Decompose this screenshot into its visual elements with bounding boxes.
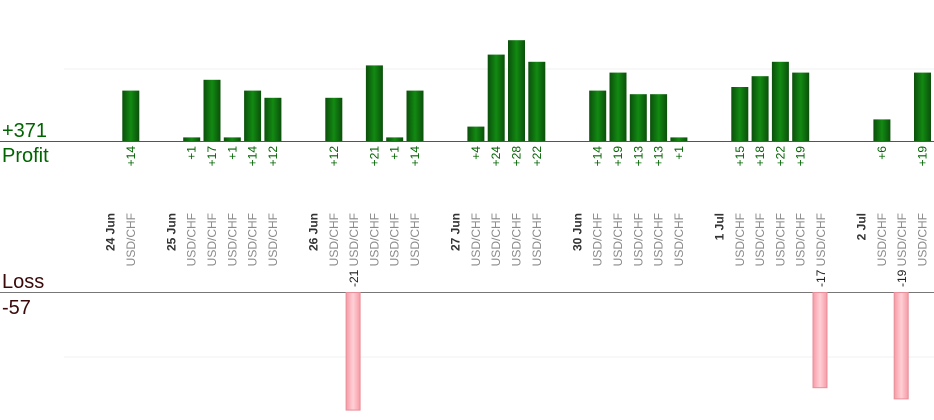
profit-bar bbox=[670, 137, 688, 141]
date-label: 1 Jul bbox=[713, 213, 727, 240]
profit-bar bbox=[650, 94, 668, 141]
profit-bar bbox=[264, 97, 282, 141]
profit-value-label: +1 bbox=[672, 146, 686, 160]
pair-label: USD/CHF bbox=[753, 213, 767, 266]
profit-value-label: +17 bbox=[205, 146, 219, 167]
pair-label: USD/CHF bbox=[510, 213, 524, 266]
date-label: 24 Jun bbox=[104, 213, 118, 251]
profit-value-label: +1 bbox=[185, 146, 199, 160]
pair-label: USD/CHF bbox=[773, 213, 787, 266]
loss-value-label: -19 bbox=[895, 269, 909, 287]
loss-label: Loss bbox=[2, 271, 45, 293]
profit-bar bbox=[365, 65, 383, 141]
pair-label: USD/CHF bbox=[185, 213, 199, 266]
profit-bar bbox=[609, 72, 627, 141]
pair-label: USD/CHF bbox=[124, 213, 138, 266]
pair-label: USD/CHF bbox=[408, 213, 422, 266]
pair-label: USD/CHF bbox=[246, 213, 260, 266]
profit-bar bbox=[122, 90, 140, 141]
profit-value-label: +18 bbox=[753, 146, 767, 167]
profit-bar bbox=[508, 40, 525, 142]
pair-label: USD/CHF bbox=[266, 213, 280, 266]
pair-label: USD/CHF bbox=[327, 213, 341, 266]
profit-label: Profit bbox=[2, 145, 49, 167]
pair-label: USD/CHF bbox=[875, 213, 889, 266]
date-label: 26 Jun bbox=[307, 213, 321, 251]
profit-value-label: +21 bbox=[367, 146, 381, 167]
date-label: 27 Jun bbox=[449, 213, 463, 251]
pair-label: USD/CHF bbox=[347, 213, 361, 266]
loss-total: -57 bbox=[2, 297, 31, 319]
pair-label: USD/CHF bbox=[631, 213, 645, 266]
profit-value-label: +14 bbox=[246, 146, 260, 167]
profit-bar bbox=[873, 119, 891, 141]
pair-label: USD/CHF bbox=[367, 213, 381, 266]
profit-bar bbox=[528, 61, 546, 141]
profit-value-label: +28 bbox=[510, 146, 524, 167]
profit-value-label: +12 bbox=[327, 146, 341, 167]
profit-value-label: +22 bbox=[530, 146, 544, 167]
profit-bar bbox=[223, 137, 241, 141]
pair-label: USD/CHF bbox=[591, 213, 605, 266]
profit-bar bbox=[771, 61, 789, 141]
profit-bar bbox=[792, 72, 810, 141]
profit-value-label: +19 bbox=[611, 146, 625, 167]
pair-label: USD/CHF bbox=[733, 213, 747, 266]
profit-value-label: +12 bbox=[266, 146, 280, 167]
profit-bar bbox=[244, 90, 262, 141]
loss-bar bbox=[812, 292, 828, 389]
profit-value-label: +19 bbox=[916, 146, 930, 167]
profit-bar bbox=[386, 137, 404, 141]
pair-label: USD/CHF bbox=[794, 213, 808, 266]
profit-value-label: +22 bbox=[773, 146, 787, 167]
profit-value-label: +19 bbox=[794, 146, 808, 167]
profit-value-label: +1 bbox=[225, 146, 239, 160]
pair-label: USD/CHF bbox=[814, 213, 828, 266]
profit-bar bbox=[731, 87, 749, 141]
loss-value-label: -17 bbox=[814, 269, 828, 287]
pair-label: USD/CHF bbox=[916, 213, 930, 266]
pair-label: USD/CHF bbox=[672, 213, 686, 266]
pair-label: USD/CHF bbox=[489, 213, 503, 266]
profit-value-label: +6 bbox=[875, 146, 889, 160]
profit-value-label: +13 bbox=[631, 146, 645, 167]
profit-value-label: +24 bbox=[489, 146, 503, 167]
pair-label: USD/CHF bbox=[225, 213, 239, 266]
profit-bar bbox=[183, 137, 201, 141]
profit-total: +371 bbox=[2, 120, 48, 142]
profit-bar bbox=[751, 76, 769, 141]
profit-bar bbox=[406, 90, 424, 141]
date-label: 25 Jun bbox=[164, 213, 178, 251]
pair-label: USD/CHF bbox=[469, 213, 483, 266]
bars-group bbox=[122, 40, 931, 411]
profit-value-label: +1 bbox=[388, 146, 402, 160]
pair-label: USD/CHF bbox=[530, 213, 544, 266]
profit-value-label: +15 bbox=[733, 146, 747, 167]
pair-label: USD/CHF bbox=[895, 213, 909, 266]
date-label: 30 Jun bbox=[570, 213, 584, 251]
pair-label: USD/CHF bbox=[205, 213, 219, 266]
labels-group: 24 Jun +14 USD/CHF 25 Jun +1 USD/CHF +17 USD/CH… bbox=[104, 146, 930, 287]
loss-value-label: -21 bbox=[347, 269, 361, 287]
profit-bar bbox=[325, 97, 343, 141]
profit-value-label: +14 bbox=[124, 146, 138, 167]
profit-value-label: +13 bbox=[652, 146, 666, 167]
profit-value-label: +4 bbox=[469, 146, 483, 160]
profit-bar bbox=[589, 90, 607, 141]
profit-bar bbox=[467, 126, 485, 141]
pair-label: USD/CHF bbox=[652, 213, 666, 266]
profit-value-label: +14 bbox=[591, 146, 605, 167]
profit-value-label: +14 bbox=[408, 146, 422, 167]
profit-bar bbox=[487, 54, 505, 141]
loss-bar bbox=[345, 292, 361, 411]
profit-bar bbox=[914, 72, 931, 141]
profit-bar bbox=[629, 94, 647, 141]
date-label: 2 Jul bbox=[855, 213, 869, 240]
pair-label: USD/CHF bbox=[388, 213, 402, 266]
profit-bar bbox=[203, 79, 221, 141]
pair-label: USD/CHF bbox=[611, 213, 625, 266]
loss-bar bbox=[893, 292, 909, 400]
